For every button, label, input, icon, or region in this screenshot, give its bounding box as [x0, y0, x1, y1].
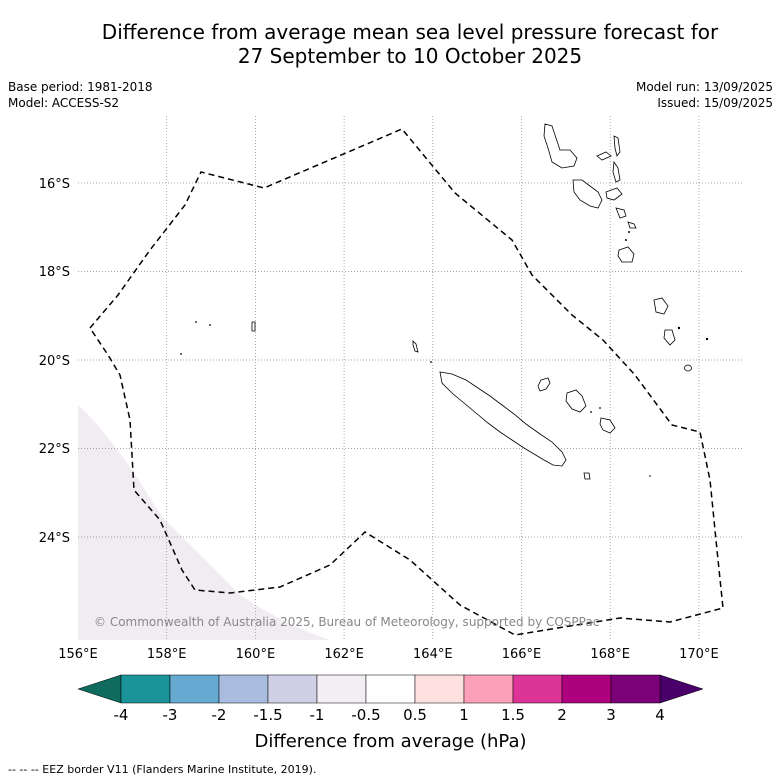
colorbar-segment	[561, 674, 612, 704]
vanuatu-tanna	[663, 329, 676, 346]
reef-islet	[195, 321, 197, 323]
chesterfield-reef	[251, 321, 256, 332]
loyalty-island-lifou	[565, 389, 587, 413]
colorbar-tick-label: 0.5	[403, 706, 427, 724]
model-run: Model run: 13/09/2025	[635, 80, 773, 94]
colorbar-segment	[463, 674, 514, 704]
meta-left: Base period: 1981-2018 Model: ACCESS-S2	[8, 79, 153, 111]
colorbar-segment	[512, 674, 563, 704]
colorbar-tick-label: 1.5	[501, 706, 525, 724]
colorbar-tick-label: -2	[212, 706, 227, 724]
lat-label: 22°S	[39, 442, 70, 457]
reef-islet	[590, 411, 592, 413]
lon-label: 156°E	[58, 647, 98, 662]
colorbar-segment	[414, 674, 465, 704]
colorbar-segment	[267, 674, 318, 704]
lon-label: 160°E	[236, 647, 276, 662]
colorbar-tick-label: -3	[163, 706, 178, 724]
colorbar-tick-label: 1	[459, 706, 469, 724]
lon-label: 164°E	[413, 647, 453, 662]
islet	[677, 326, 681, 330]
islet	[625, 239, 627, 241]
vanuatu-espiritu-santo	[543, 123, 578, 169]
colorbar-segment	[365, 674, 416, 704]
colorbar-tick-label: -1	[310, 706, 325, 724]
lat-label: 24°S	[39, 531, 70, 546]
colorbar-title: Difference from average (hPa)	[254, 731, 526, 752]
belep-islands	[412, 340, 419, 353]
islet	[628, 231, 630, 233]
vanuatu-epi	[615, 207, 627, 219]
vanuatu-erromango	[653, 297, 669, 315]
lon-label: 162°E	[324, 647, 364, 662]
colorbar: -4 -3 -2 -1.5 -1 -0.5 0.5 1 1.5 2 3 4 Difference fr…	[77, 674, 704, 752]
colorbar-under-arrow	[77, 674, 122, 704]
islet	[649, 475, 651, 477]
copyright-text: © Commonwealth of Australia 2025, Bureau…	[94, 615, 599, 629]
colorbar-tick-label: 2	[557, 706, 567, 724]
base-period: Base period: 1981-2018	[8, 80, 153, 94]
model-name: Model: ACCESS-S2	[8, 96, 120, 110]
colorbar-tick-label: -0.5	[351, 706, 380, 724]
lat-label: 18°S	[39, 265, 70, 280]
lon-label: 166°E	[502, 647, 542, 662]
reef-islet	[209, 324, 211, 326]
loyalty-island-mare	[599, 417, 616, 434]
map-title: Difference from average mean sea level p…	[0, 20, 781, 68]
map-area: © Commonwealth of Australia 2025, Bureau…	[78, 116, 743, 640]
lat-label: 16°S	[39, 177, 70, 192]
colorbar-tick-label: -1.5	[253, 706, 282, 724]
colorbar-tick-label: -4	[114, 706, 129, 724]
colorbar-segment	[316, 674, 367, 704]
vanuatu-ambrym	[605, 187, 623, 201]
reef-islet	[430, 361, 432, 363]
reef-islet	[180, 353, 182, 355]
colorbar-segment	[610, 674, 661, 704]
colorbar-over-arrow	[659, 674, 704, 704]
lon-label: 168°E	[590, 647, 630, 662]
title-line-1: Difference from average mean sea level p…	[101, 20, 719, 44]
lat-label: 20°S	[39, 354, 70, 369]
vanuatu-shepherd-islands	[627, 221, 637, 229]
isle-of-pines	[583, 472, 591, 480]
vanuatu-aneityum	[684, 364, 692, 372]
eez-footnote: -- -- -- EEZ border V11 (Flanders Marine…	[8, 763, 317, 776]
colorbar-labels: -4 -3 -2 -1.5 -1 -0.5 0.5 1 1.5 2 3 4	[114, 706, 665, 724]
lon-label: 170°E	[679, 647, 719, 662]
title-line-2: 27 September to 10 October 2025	[237, 44, 583, 68]
reef-islet	[599, 407, 601, 409]
eez-border	[89, 128, 724, 636]
colorbar-tick-label: 3	[606, 706, 616, 724]
anomaly-shading	[78, 405, 330, 640]
vanuatu-malekula	[572, 179, 603, 209]
loyalty-island-ouvea	[537, 377, 551, 392]
vanuatu-ambae	[596, 151, 612, 161]
vanuatu-efate	[617, 246, 635, 263]
gridlines	[78, 116, 743, 640]
colorbar-segment	[218, 674, 269, 704]
lon-labels: 156°E 158°E 160°E 162°E 164°E 166°E 168°…	[58, 647, 718, 662]
vanuatu-pentecost	[612, 160, 621, 183]
colorbar-segment	[120, 674, 171, 704]
islet	[705, 337, 709, 341]
meta-right: Model run: 13/09/2025 Issued: 15/09/2025	[636, 79, 773, 111]
colorbar-tick-label: 4	[655, 706, 665, 724]
new-caledonia-island	[439, 371, 567, 467]
lat-labels: 16°S 18°S 20°S 22°S 24°S	[39, 177, 70, 546]
colorbar-segment	[169, 674, 220, 704]
colorbar-segments	[120, 674, 661, 704]
issued-date: Issued: 15/09/2025	[657, 96, 773, 110]
vanuatu-maewo	[613, 135, 621, 157]
lon-label: 158°E	[147, 647, 187, 662]
